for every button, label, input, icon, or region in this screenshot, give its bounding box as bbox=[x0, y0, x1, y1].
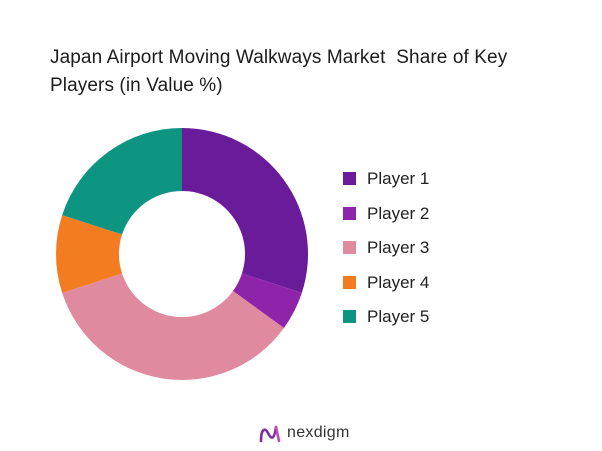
legend-label: Player 4 bbox=[367, 272, 430, 292]
slice-player-2 bbox=[232, 273, 302, 329]
legend-swatch bbox=[343, 275, 356, 289]
nexdigm-logo-icon bbox=[259, 425, 281, 443]
legend-swatch bbox=[343, 241, 356, 254]
legend-label: Player 5 bbox=[367, 307, 430, 326]
slice-player-3 bbox=[62, 273, 284, 381]
legend-label: Player 3 bbox=[367, 238, 430, 257]
legend-label: Player 2 bbox=[367, 203, 430, 223]
brand-name: nexdigm bbox=[287, 424, 350, 441]
slice-player-4 bbox=[55, 215, 123, 293]
legend-swatch bbox=[343, 172, 356, 185]
legend-swatch bbox=[343, 310, 356, 323]
legend-swatch bbox=[343, 206, 356, 220]
legend-label: Player 1 bbox=[367, 169, 430, 188]
slice-player-5 bbox=[62, 128, 182, 235]
chart-title: Japan Airport Moving Walkways Market Sha… bbox=[50, 47, 508, 96]
slice-player-1 bbox=[182, 128, 308, 293]
